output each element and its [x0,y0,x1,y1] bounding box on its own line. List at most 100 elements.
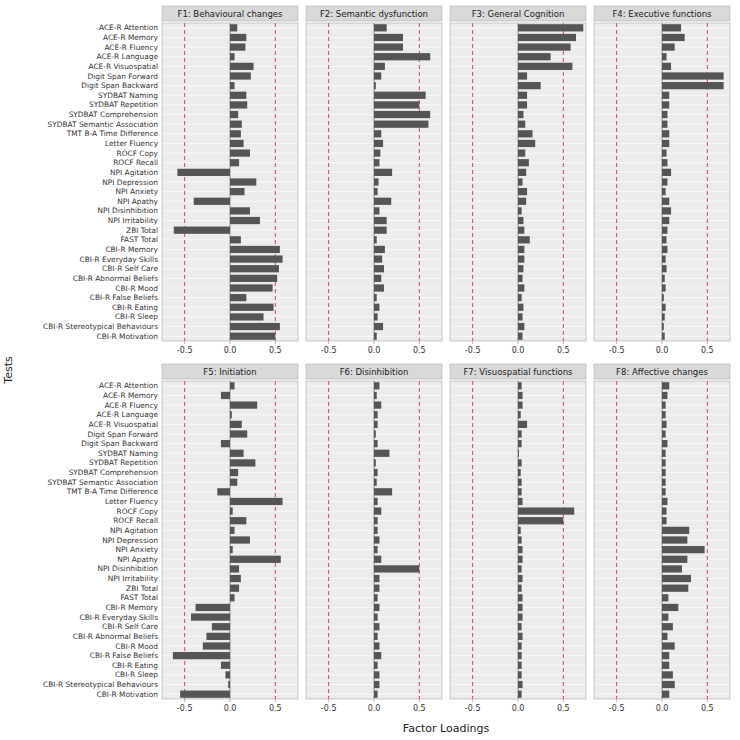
bar [518,469,521,476]
title-box [306,364,442,379]
bar [662,498,667,505]
bar [374,111,430,118]
bar [662,111,667,118]
bar [662,392,667,399]
y-tick-label: NPI Irritability [108,574,159,583]
x-tick-label: -0.5 [321,704,337,713]
bar [518,401,523,408]
bar [230,92,246,99]
panel-title: F4: Executive functions [612,9,712,19]
y-tick-label: ZBI Total [126,584,158,593]
y-tick-label: FAST Total [121,235,158,244]
bar [374,613,378,620]
bar [221,662,230,669]
plot-frame [306,381,442,699]
bar [662,130,669,137]
bar [230,313,264,320]
x-tick [230,341,231,344]
bar [374,507,381,514]
title-box [450,364,586,379]
bar [518,130,533,137]
x-tick [419,341,420,344]
bar [230,421,242,428]
x-tick-label: 0.0 [656,704,669,713]
bar [518,517,563,524]
bar [662,440,667,447]
bar [662,178,667,185]
bar [518,63,572,70]
bar [230,236,241,243]
bar [374,527,378,534]
y-tick-label: CBI-R Everyday Skills [80,255,159,264]
bar [662,92,669,99]
bar [230,284,273,291]
bar [374,313,378,320]
bar [518,227,524,234]
x-tick [275,341,276,344]
plot-area [162,23,298,341]
bar [191,613,230,620]
bar [662,149,667,156]
plot-frame [306,23,442,341]
bar [374,53,430,60]
bar [230,498,283,505]
panel: F3: General Cognition-0.50.00.5 [450,6,586,355]
bar [518,623,522,630]
bar [662,613,668,620]
plot-background [162,381,298,699]
x-tick-label: 0.5 [701,346,714,355]
bar [662,323,664,330]
bar [230,130,241,137]
bar [518,246,524,253]
x-tick [518,699,519,702]
bar [518,178,523,185]
bar [230,188,245,195]
bar [662,246,667,253]
y-tick-label: SYDBAT Comprehension [69,468,159,477]
bar [662,507,667,514]
bar [374,323,383,330]
bar [374,411,378,418]
y-axis-label: Tests [2,356,15,385]
bar [230,24,237,31]
reference-line [184,381,185,699]
bar [518,72,527,79]
bar [662,594,668,601]
bar [662,53,667,60]
bar [374,691,378,698]
bar [662,43,675,50]
bar [518,565,522,572]
y-tick-label: ACE-R Visuospatial [88,420,158,429]
bar [374,217,387,224]
bar [374,459,376,466]
y-tick-label: SYDBAT Comprehension [69,110,159,119]
bar [230,149,250,156]
y-tick-label: NPI Agitation [110,168,158,177]
x-tick [707,699,708,702]
y-tick-label: ACE-R Fluency [104,401,158,410]
bar [662,517,667,524]
bar [374,546,378,553]
y-tick-label: Letter Fluency [105,139,159,148]
bar [518,536,522,543]
bar [662,207,671,214]
bar [518,440,522,447]
bar [662,623,673,630]
panel: F5: Initiation-0.50.00.5ACE-R AttentionA… [43,364,298,713]
title-box [162,364,298,379]
bar [230,382,235,389]
y-tick-label: SYDBAT Semantic Association [48,120,159,129]
bar [518,575,523,582]
x-tick-label: 0.0 [368,346,381,355]
bar [662,101,669,108]
bar [662,159,667,166]
panel: F1: Behavioural changes-0.50.00.5ACE-R A… [43,6,298,355]
bar [374,382,379,389]
x-tick-label: 0.0 [512,346,525,355]
bar [662,333,665,340]
bar [374,24,387,31]
plot-background [306,381,442,699]
reference-line [563,381,564,699]
bar [518,691,522,698]
bar [374,227,387,234]
